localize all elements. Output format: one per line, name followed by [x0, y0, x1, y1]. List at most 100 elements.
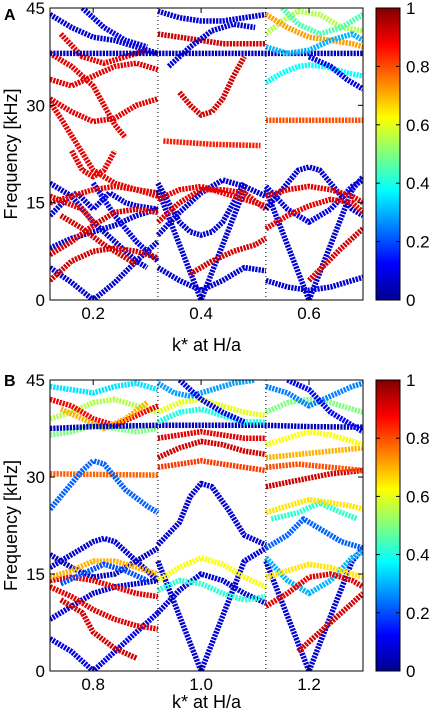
- series-line-38: [265, 461, 363, 474]
- series-line-40: [265, 428, 363, 448]
- series-line-4: [90, 181, 160, 264]
- data-points: [50, 8, 363, 300]
- series-line-3: [50, 180, 149, 270]
- series-line-30: [166, 21, 256, 69]
- series-line-39: [264, 62, 363, 85]
- data-points: [50, 380, 363, 671]
- series-line-12: [50, 96, 159, 125]
- panel-label: B: [4, 373, 16, 390]
- series-line-33: [296, 591, 363, 654]
- series-line-44: [280, 8, 363, 37]
- series-line-7: [50, 558, 159, 580]
- colorbar-tick-label: 0.2: [406, 233, 430, 252]
- series-line-28: [177, 380, 246, 425]
- series-line-0: [50, 239, 160, 300]
- x-axis-label: k* at H/a: [172, 335, 242, 355]
- series-line-1: [50, 577, 159, 622]
- series-line-16: [50, 422, 363, 432]
- series-line-9: [50, 471, 158, 478]
- series-line-11: [50, 422, 159, 438]
- series-line-32: [265, 274, 363, 294]
- series-line-13: [50, 396, 160, 429]
- series-line-43: [307, 54, 363, 92]
- series-line-20: [155, 181, 247, 238]
- series-line-28: [157, 31, 266, 47]
- colorbar-tick-label: 1: [406, 371, 415, 390]
- series-line-36: [265, 496, 363, 516]
- series-line-36: [264, 196, 363, 231]
- colorbar-tick-label: 0.4: [406, 546, 430, 565]
- panel-B: 0.8 1.0 1.2 0 15 30 45 k* at H/a Frequency [kHz]…: [1, 371, 430, 712]
- series-line-14: [50, 51, 128, 140]
- series-line-10: [50, 458, 160, 515]
- colorbar-gradient: [375, 7, 401, 301]
- colorbar-tick-label: 0: [406, 291, 415, 310]
- series-line-14: [50, 380, 159, 396]
- axes-frame: [49, 379, 364, 672]
- y-tick-label: 15: [26, 194, 45, 213]
- x-tick-label: 0.2: [81, 304, 105, 323]
- y-tick-label: 30: [26, 96, 45, 115]
- series-line-22: [155, 177, 268, 237]
- series-line-21: [156, 577, 267, 603]
- colorbar-tick-label: 0: [406, 662, 415, 681]
- series-line-42: [265, 380, 363, 409]
- series-line-23: [156, 186, 268, 225]
- series-line-9: [50, 193, 96, 224]
- series-line-3: [50, 545, 160, 580]
- colorbar-tick-label: 0.4: [406, 174, 430, 193]
- y-axis-label: Frequency [kHz]: [1, 460, 21, 591]
- series-line-6: [50, 206, 159, 257]
- y-tick-label: 45: [26, 0, 45, 18]
- series-line-33: [263, 164, 363, 218]
- x-axis-label: k* at H/a: [172, 692, 242, 712]
- colorbar: 0 0.2 0.4 0.6 0.8 1: [375, 371, 430, 681]
- series-line-8: [59, 561, 149, 587]
- colorbar-gradient: [375, 379, 401, 672]
- series-line-34: [264, 516, 363, 551]
- series-line-19: [155, 571, 268, 615]
- colorbar-tick-label: 1: [406, 0, 415, 18]
- series-line-2: [50, 535, 160, 583]
- series-line-16: [50, 12, 159, 57]
- series-line-42: [265, 31, 363, 57]
- series-line-39: [265, 445, 363, 461]
- series-line-6: [50, 574, 159, 600]
- series-line-27: [156, 406, 266, 425]
- x-tick-label: 1.2: [297, 675, 321, 694]
- series-line-5: [59, 597, 138, 661]
- series-line-10: [69, 149, 118, 180]
- series-line-13: [50, 60, 159, 89]
- series-line-8: [59, 213, 138, 267]
- colorbar-tick-label: 0.8: [406, 429, 430, 448]
- y-tick-label: 15: [26, 565, 45, 584]
- colorbar-tick-label: 0.2: [406, 604, 430, 623]
- colorbar-tick-label: 0.6: [406, 116, 430, 135]
- series-line-20: [156, 555, 268, 590]
- y-tick-label: 0: [36, 662, 45, 681]
- y-tick-label: 45: [26, 371, 45, 390]
- series-line-35: [265, 183, 363, 206]
- x-tick-label: 0.6: [297, 304, 321, 323]
- x-tick-label: 0.8: [81, 675, 105, 694]
- series-line-37: [307, 226, 363, 283]
- colorbar: 0 0.2 0.4 0.6 0.8 1: [375, 0, 430, 310]
- x-tick-label: 0.4: [189, 304, 213, 323]
- series-line-22: [156, 438, 267, 461]
- series-line-26: [163, 138, 261, 149]
- series-line-21: [156, 264, 267, 294]
- series-line-41: [264, 12, 363, 50]
- y-tick-label: 30: [26, 468, 45, 487]
- axes-frame: [49, 7, 364, 301]
- series-line-17: [80, 8, 148, 50]
- series-line-4: [50, 584, 159, 632]
- series-line-27: [177, 55, 247, 118]
- series-line-24: [157, 458, 267, 474]
- panel-label: A: [4, 7, 16, 24]
- series-line-25: [188, 236, 268, 277]
- colorbar-tick-label: 0.8: [406, 57, 430, 76]
- series-line-5: [50, 245, 159, 283]
- series-line-18: [155, 480, 268, 548]
- x-tick-label: 1.0: [189, 675, 213, 694]
